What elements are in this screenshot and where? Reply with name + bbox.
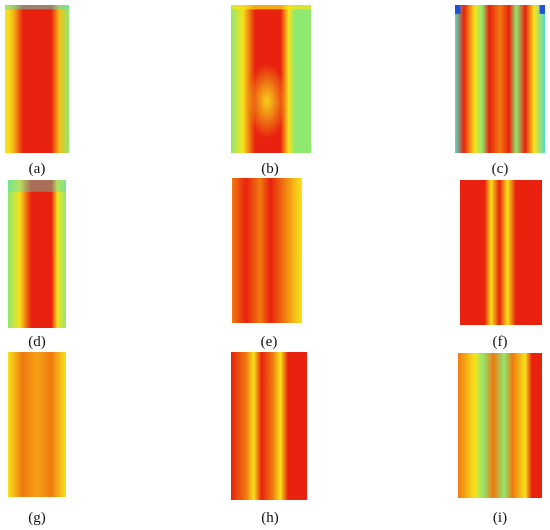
panel-b-heatmap [231,5,311,153]
caption-c: (c) [491,161,509,177]
caption-b: (b) [261,161,279,177]
caption-d: (d) [28,334,46,350]
panel-a-heatmap [5,5,69,153]
panel-h-heatmap [231,352,307,500]
caption-e: (e) [260,334,278,350]
caption-i: (i) [492,510,508,526]
panel-d-heatmap [8,180,66,328]
panel-c-heatmap [455,5,545,153]
caption-g: (g) [28,510,46,526]
caption-h: (h) [261,510,279,526]
panel-f-heatmap [460,180,542,325]
panel-e-heatmap [232,178,302,323]
panel-i-heatmap [458,353,542,498]
caption-a: (a) [28,161,46,177]
panel-g-heatmap [8,352,66,497]
caption-f: (f) [492,334,508,350]
